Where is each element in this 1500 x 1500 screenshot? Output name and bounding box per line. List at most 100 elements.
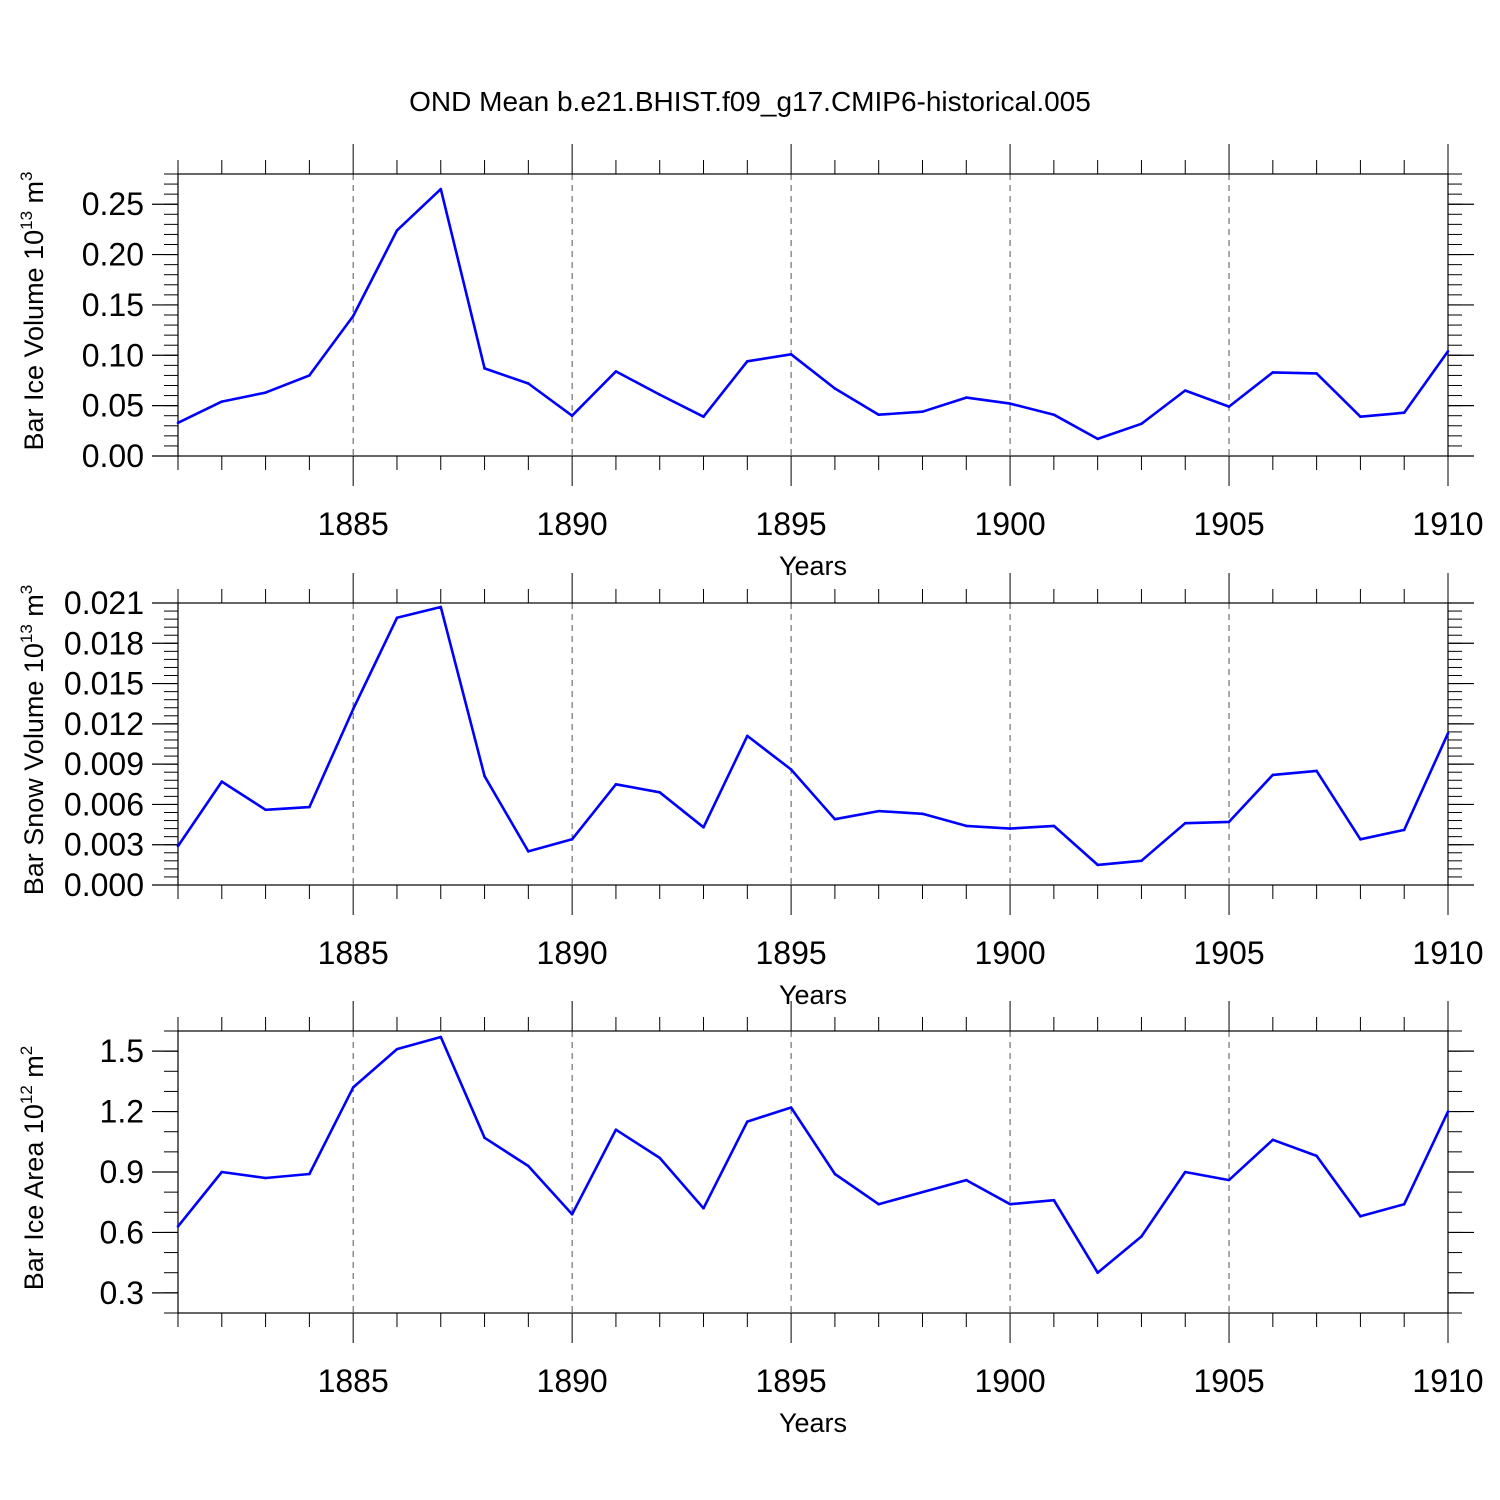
data-point [1402, 411, 1406, 414]
data-point [877, 1202, 880, 1206]
x-tick-label: 1910 [1412, 935, 1483, 971]
data-point [1315, 372, 1318, 375]
y-tick-label: 1.2 [100, 1094, 144, 1130]
y-tick-label: 0.000 [64, 867, 144, 903]
x-tick-label: 1910 [1412, 1363, 1483, 1399]
data-point [614, 370, 618, 373]
data-point [308, 805, 311, 809]
data-point [1359, 838, 1362, 841]
data-point [921, 812, 924, 816]
data-point [395, 616, 399, 620]
y-tick-label: 0.3 [100, 1275, 144, 1311]
data-point [1183, 821, 1187, 825]
data-point [483, 367, 486, 370]
y-tick-label: 0.018 [64, 625, 144, 661]
data-point [702, 415, 705, 419]
y-axis-label: Bar Snow Volume 1013 m3 [17, 585, 49, 896]
data-point [395, 229, 399, 232]
data-point [176, 1225, 180, 1228]
plot-frame [177, 173, 1449, 457]
data-point [351, 1086, 355, 1089]
y-tick-label: 1.5 [100, 1033, 144, 1069]
x-tick-label: 1895 [756, 935, 827, 971]
x-tick-label: 1900 [974, 935, 1045, 971]
panel-1: 0.00 0.05 0.10 0.15 0.20 0.25 1885 1890 1895 1900… [17, 144, 1484, 581]
data-point [1008, 402, 1012, 405]
data-point [1359, 415, 1362, 419]
data-point [1227, 820, 1231, 824]
y-axis-label: Bar Ice Area 1012 m2 [17, 1046, 49, 1291]
x-tick-label: 1890 [537, 1363, 608, 1399]
data-point [1140, 1235, 1143, 1238]
data-point [395, 1047, 399, 1051]
x-tick-label: 1905 [1193, 506, 1264, 542]
data-point [1183, 1170, 1187, 1174]
plot-frame [177, 602, 1449, 886]
data-point [877, 413, 880, 417]
data-point [527, 382, 530, 385]
data-point [351, 707, 355, 711]
data-point [614, 1128, 618, 1131]
data-point [308, 1172, 311, 1176]
x-tick-label: 1885 [318, 506, 389, 542]
data-point [702, 825, 705, 829]
data-point [658, 393, 662, 396]
x-axis-label: Years [779, 980, 847, 1010]
x-tick-label: 1890 [537, 935, 608, 971]
data-point [658, 1156, 662, 1160]
data-point [964, 1178, 968, 1182]
y-tick-label: 0.10 [82, 337, 144, 373]
x-tick-label: 1895 [756, 1363, 827, 1399]
y-tick-label: 0.20 [82, 237, 144, 273]
y-tick-label: 0.05 [82, 388, 144, 424]
y-tick-label: 0.9 [100, 1154, 144, 1190]
data-point [1402, 1202, 1406, 1206]
data-point [264, 391, 267, 394]
data-point [439, 187, 443, 191]
x-tick-label: 1905 [1193, 935, 1264, 971]
data-point [1052, 824, 1056, 828]
series-line [176, 1035, 1450, 1274]
data-point [527, 850, 530, 853]
x-axis-label: Years [779, 1408, 847, 1438]
data-point [1227, 405, 1231, 408]
y-tick-label: 0.012 [64, 706, 144, 742]
data-point [439, 1035, 443, 1039]
data-point [1008, 1202, 1012, 1206]
data-point [746, 1120, 749, 1123]
data-point [833, 817, 837, 821]
y-tick-label: 0.15 [82, 287, 144, 323]
data-point [1140, 422, 1143, 426]
series-line [176, 605, 1450, 867]
y-tick-label: 0.00 [82, 438, 144, 474]
data-point [1227, 1178, 1231, 1182]
data-point [527, 1164, 530, 1168]
data-point [1446, 349, 1450, 353]
data-point [1052, 413, 1056, 417]
data-point [264, 808, 267, 812]
data-point [176, 421, 180, 425]
data-point [1446, 1110, 1450, 1113]
y-axis-label: Bar Ice Volume 1013 m3 [17, 171, 49, 450]
y-tick-label: 0.021 [64, 585, 144, 621]
data-point [1271, 773, 1275, 777]
chart-title: OND Mean b.e21.BHIST.f09_g17.CMIP6-histo… [409, 86, 1091, 117]
y-tick-label: 0.003 [64, 827, 144, 863]
data-point [570, 1213, 574, 1216]
data-point [877, 809, 880, 813]
panel-3: 0.3 0.6 0.9 1.2 1.5 1885 1890 1895 1900 1905 1910 Y… [17, 1001, 1484, 1438]
panels-group: 0.00 0.05 0.10 0.15 0.20 0.25 1885 1890 1895 1900… [17, 144, 1484, 1438]
data-point [1315, 1154, 1318, 1158]
data-point [789, 352, 793, 356]
data-point [1140, 859, 1143, 863]
data-point [308, 374, 311, 377]
data-point [220, 400, 224, 403]
data-point [1052, 1198, 1056, 1202]
data-point [570, 838, 574, 841]
data-point [702, 1206, 705, 1210]
data-point [351, 314, 355, 318]
data-point [1271, 371, 1275, 374]
data-point [264, 1176, 267, 1180]
data-point [833, 387, 837, 390]
